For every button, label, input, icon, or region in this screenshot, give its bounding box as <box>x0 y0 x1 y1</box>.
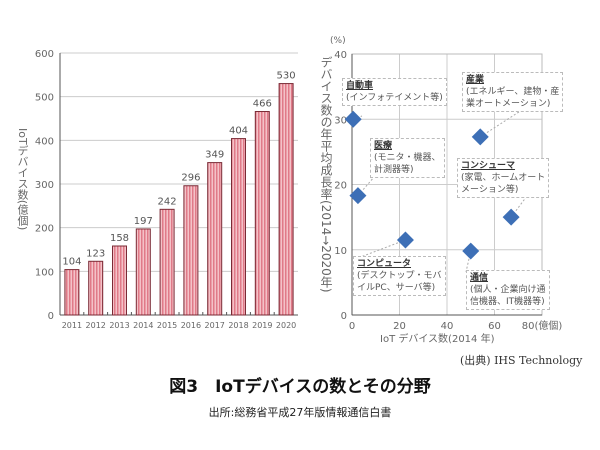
scatter-y-unit: (%) <box>330 36 346 46</box>
bar-x-tick: 2014 <box>133 321 153 330</box>
bar-data-label: 242 <box>158 196 177 207</box>
bar-y-tick: 400 <box>35 136 54 147</box>
bar <box>231 138 246 316</box>
bar-data-label: 104 <box>62 257 81 268</box>
source-note: (出典) IHS Technology <box>460 354 583 367</box>
scatter-point <box>344 110 362 128</box>
bar-data-label: 123 <box>86 248 105 259</box>
bar-x-tick: 2020 <box>276 321 296 330</box>
scatter-x-tick: 20 <box>393 321 406 332</box>
annotation-desc: メーション等) <box>461 185 519 195</box>
bar-x-tick: 2011 <box>62 321 82 330</box>
annotation-title: コンピュータ <box>357 259 412 269</box>
leader-line <box>357 239 406 259</box>
bar-data-label: 197 <box>134 216 153 227</box>
annotation-desc: 業オートメーション) <box>466 99 551 109</box>
annotation-box: 産業 (エネルギー、建物・産 業オートメーション) <box>462 72 564 112</box>
scatter-point <box>462 242 480 260</box>
bar-data-label: 158 <box>110 233 129 244</box>
bar <box>64 269 80 316</box>
bar-x-tick: 2015 <box>157 321 177 330</box>
scatter-y-tick: 20 <box>334 181 347 192</box>
scatter-y-axis-label: デバイス数の年平均成長率(2014→2020年) <box>319 56 333 293</box>
bar <box>254 111 270 316</box>
scatter-point <box>349 187 367 205</box>
annotation-title: 産業 <box>466 75 485 85</box>
annotation-desc: (デスクトップ・モバ <box>357 271 442 281</box>
scatter-x-tick: 80(億個) <box>522 319 563 332</box>
scatter-x-axis-label: IoT デバイス数(2014 年) <box>380 334 495 345</box>
scatter-y-tick: 10 <box>334 246 347 257</box>
bar-x-tick: 2016 <box>181 321 201 330</box>
bar <box>207 162 223 316</box>
scatter-x-tick: 0 <box>349 321 355 332</box>
annotation-box: 医療 (モニタ・機器、 計測器等) <box>370 138 445 178</box>
annotation-desc: 信機器、IT機器等) <box>470 297 545 307</box>
annotation-box: コンピュータ (デスクトップ・モバ イルPC、サーバ等) <box>353 256 446 296</box>
scatter-point <box>396 231 414 249</box>
bar <box>278 83 294 316</box>
scatter-y-tick: 40 <box>334 50 347 61</box>
annotation-box: 通信 (個人・企業向け通 信機器、IT機器等) <box>466 270 550 310</box>
bar-x-tick: 2013 <box>109 321 129 330</box>
annotation-desc: 計測器等) <box>374 165 414 175</box>
bar-y-tick: 0 <box>48 311 54 322</box>
annotation-desc: (インフォテイメント等) <box>346 93 443 103</box>
bar-x-tick: 2017 <box>205 321 225 330</box>
bar-y-tick: 600 <box>35 49 54 60</box>
annotation-desc: (個人・企業向け通 <box>470 285 546 295</box>
annotation-desc: (家電、ホームオート <box>461 173 546 183</box>
scatter-x-tick: 40 <box>441 321 454 332</box>
bar-data-label: 404 <box>229 126 248 137</box>
annotation-box: コンシューマ (家電、ホームオート メーション等) <box>457 158 550 198</box>
bar <box>88 260 104 316</box>
leader-line <box>479 109 523 138</box>
bar-x-tick: 2012 <box>86 321 106 330</box>
figure-subtitle: 出所:総務省平成27年版情報通信白書 <box>208 406 392 419</box>
annotation-desc: (モニタ・機器、 <box>374 153 441 163</box>
scatter-x-tick: 60 <box>488 321 501 332</box>
annotation-title: コンシューマ <box>461 161 516 171</box>
annotation-title: 通信 <box>470 273 489 283</box>
bar <box>159 208 175 316</box>
bar-x-tick: 2019 <box>252 321 272 330</box>
bar-y-tick: 200 <box>35 224 54 235</box>
leader-line <box>465 250 472 273</box>
annotation-desc: (エネルギー、建物・産 <box>466 87 560 97</box>
annotation-title: 自動車 <box>346 81 374 91</box>
bar-data-label: 349 <box>205 150 224 161</box>
bar <box>183 185 199 316</box>
bar-x-tick: 2018 <box>228 321 248 330</box>
bar-data-label: 466 <box>253 99 272 110</box>
annotation-box: 自動車 (インフォテイメント等) <box>342 78 447 106</box>
scatter-y-tick: 30 <box>334 115 347 126</box>
scatter-point <box>502 208 520 226</box>
bar-y-tick: 100 <box>35 267 54 278</box>
bar-y-axis-label: IoTデバイス数(億個) <box>16 128 29 231</box>
annotation-title: 医療 <box>374 141 393 151</box>
bar-y-tick: 500 <box>35 93 54 104</box>
bar <box>135 228 151 316</box>
bar-data-label: 296 <box>181 173 200 184</box>
bar <box>112 245 127 316</box>
annotation-desc: イルPC、サーバ等) <box>357 283 436 293</box>
scatter-point <box>471 128 489 146</box>
scatter-y-tick: 0 <box>341 311 347 322</box>
bar-data-label: 530 <box>277 71 296 82</box>
bar-y-tick: 300 <box>35 180 54 191</box>
figure-title: 図3 IoTデバイスの数とその分野 <box>169 377 431 397</box>
